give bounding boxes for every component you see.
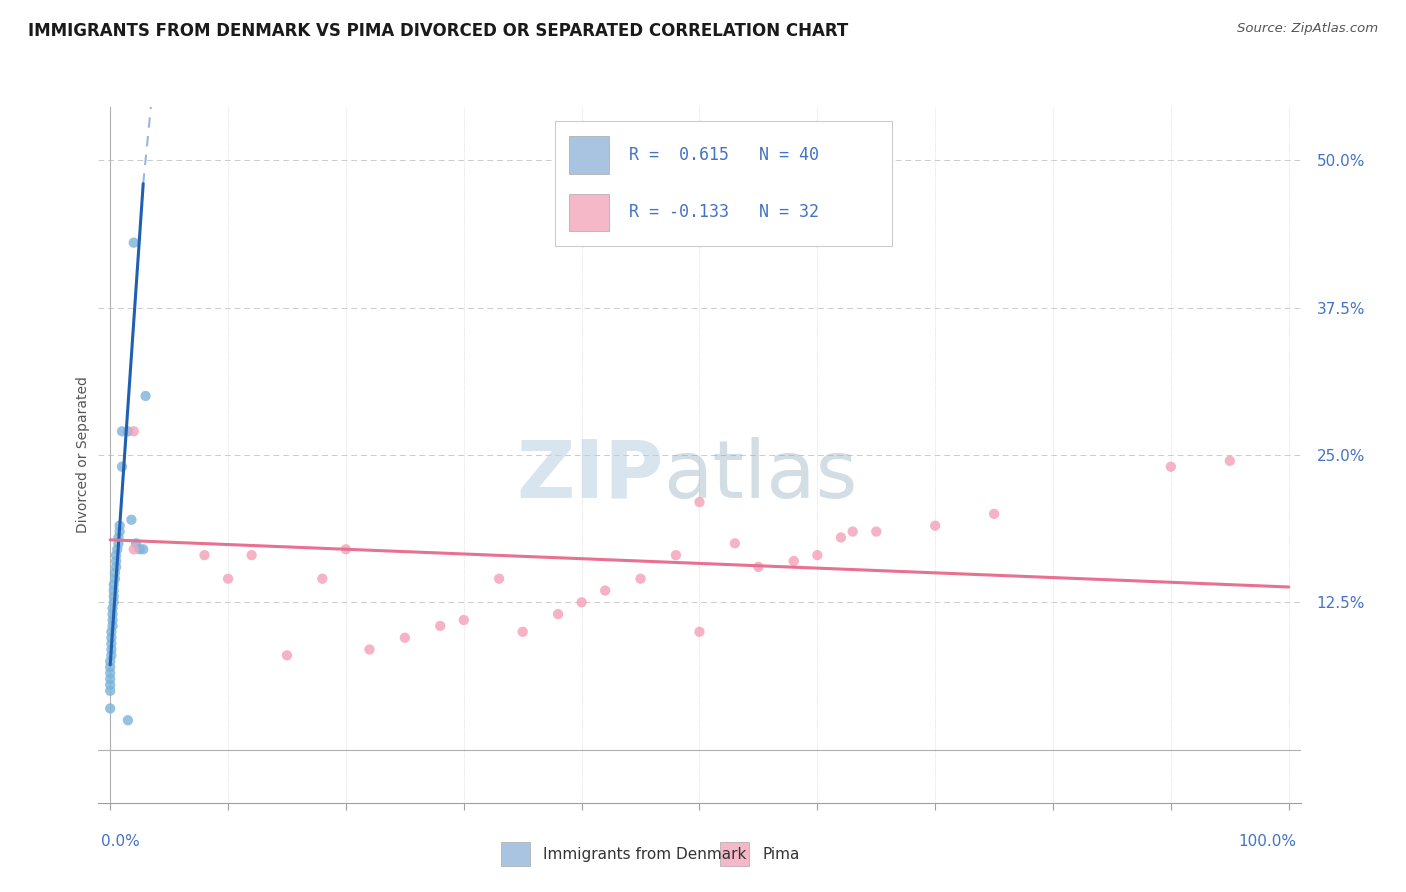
Point bbox=[983, 507, 1005, 521]
Point bbox=[193, 548, 215, 562]
Point bbox=[98, 701, 121, 715]
Point bbox=[122, 425, 145, 439]
Point bbox=[125, 536, 148, 550]
Point bbox=[101, 613, 124, 627]
FancyBboxPatch shape bbox=[720, 842, 749, 866]
Point bbox=[100, 631, 122, 645]
Point bbox=[98, 660, 121, 674]
Point bbox=[98, 683, 121, 698]
Point bbox=[103, 595, 125, 609]
Point bbox=[103, 577, 125, 591]
Point bbox=[429, 619, 451, 633]
Point bbox=[101, 607, 124, 621]
Point bbox=[132, 542, 155, 557]
Point bbox=[98, 672, 121, 686]
Text: IMMIGRANTS FROM DENMARK VS PIMA DIVORCED OR SEPARATED CORRELATION CHART: IMMIGRANTS FROM DENMARK VS PIMA DIVORCED… bbox=[28, 22, 848, 40]
Point bbox=[111, 425, 134, 439]
Point bbox=[135, 389, 157, 403]
Point bbox=[103, 590, 125, 604]
Point bbox=[107, 536, 129, 550]
Point bbox=[111, 459, 134, 474]
Text: 100.0%: 100.0% bbox=[1239, 834, 1296, 849]
Point bbox=[105, 548, 128, 562]
Point bbox=[453, 613, 475, 627]
Point bbox=[100, 624, 122, 639]
Point bbox=[105, 554, 128, 568]
Point bbox=[100, 637, 122, 651]
Point bbox=[117, 713, 139, 727]
Text: Immigrants from Denmark: Immigrants from Denmark bbox=[543, 847, 747, 862]
Point bbox=[240, 548, 263, 562]
Point bbox=[101, 619, 124, 633]
Point bbox=[120, 513, 142, 527]
Point bbox=[217, 572, 239, 586]
Point bbox=[311, 572, 333, 586]
Point bbox=[394, 631, 416, 645]
Point bbox=[122, 542, 145, 557]
Point bbox=[101, 601, 124, 615]
Point bbox=[98, 678, 121, 692]
Point bbox=[924, 518, 946, 533]
Point bbox=[689, 495, 711, 509]
Point bbox=[104, 566, 127, 580]
Point bbox=[107, 531, 129, 545]
Point bbox=[783, 554, 806, 568]
Point bbox=[100, 642, 122, 657]
Point bbox=[488, 572, 510, 586]
Point bbox=[1160, 459, 1182, 474]
Point bbox=[689, 624, 711, 639]
Text: atlas: atlas bbox=[664, 437, 858, 515]
Point bbox=[593, 583, 616, 598]
Point bbox=[104, 572, 127, 586]
Point bbox=[276, 648, 298, 663]
Point bbox=[108, 518, 131, 533]
Point bbox=[747, 560, 769, 574]
Point bbox=[724, 536, 747, 550]
Y-axis label: Divorced or Separated: Divorced or Separated bbox=[76, 376, 90, 533]
Point bbox=[335, 542, 357, 557]
Point bbox=[806, 548, 828, 562]
Point bbox=[98, 654, 121, 668]
Point bbox=[1219, 454, 1241, 468]
Text: ZIP: ZIP bbox=[516, 437, 664, 515]
Point bbox=[100, 648, 122, 663]
Text: Pima: Pima bbox=[762, 847, 800, 862]
Point bbox=[98, 666, 121, 681]
FancyBboxPatch shape bbox=[501, 842, 530, 866]
Point bbox=[571, 595, 593, 609]
Point bbox=[117, 425, 139, 439]
Point bbox=[665, 548, 688, 562]
Point bbox=[128, 542, 150, 557]
Point bbox=[122, 235, 145, 250]
Point bbox=[359, 642, 381, 657]
Point bbox=[830, 531, 852, 545]
Point bbox=[630, 572, 652, 586]
Point bbox=[105, 560, 128, 574]
Point bbox=[512, 624, 534, 639]
Point bbox=[103, 583, 125, 598]
Point bbox=[108, 524, 131, 539]
Point bbox=[547, 607, 569, 621]
Point bbox=[105, 542, 128, 557]
Text: Source: ZipAtlas.com: Source: ZipAtlas.com bbox=[1237, 22, 1378, 36]
Point bbox=[841, 524, 863, 539]
Text: 0.0%: 0.0% bbox=[101, 834, 141, 849]
Point bbox=[865, 524, 887, 539]
